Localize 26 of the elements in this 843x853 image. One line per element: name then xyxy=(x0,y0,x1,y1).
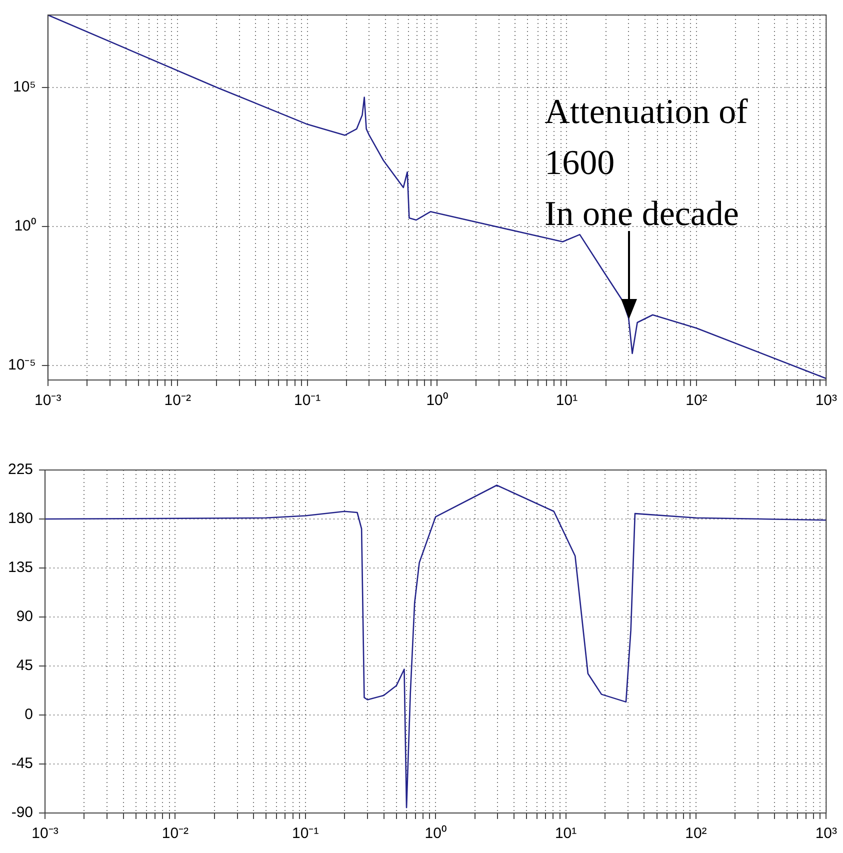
y-tick-label: 180 xyxy=(8,510,34,528)
x-tick-label: 10³ xyxy=(815,392,838,410)
x-tick-label: 10³ xyxy=(815,825,838,842)
x-tick-label: 10⁻² xyxy=(164,392,191,410)
x-tick-label: 10⁻³ xyxy=(32,825,58,842)
y-tick-label: 10⁻⁵ xyxy=(8,356,36,374)
y-tick-label: 0 xyxy=(24,706,34,724)
y-tick-label: 45 xyxy=(16,657,34,674)
x-tick-label: 10⁻² xyxy=(162,825,189,842)
y-tick-label: -45 xyxy=(11,755,34,772)
annotation: Attenuation of 1600 In one decade xyxy=(544,92,748,234)
x-tick-label: 10¹ xyxy=(554,825,577,842)
x-tick-label: 10⁰ xyxy=(424,825,446,842)
x-tick-label: 10⁻¹ xyxy=(292,825,319,842)
y-tick-label: 225 xyxy=(8,461,34,478)
x-tick-label: 10⁻³ xyxy=(34,392,62,410)
x-tick-label: 10² xyxy=(685,825,707,842)
x-tick-label: 10⁻¹ xyxy=(294,392,321,410)
y-tick-label: -90 xyxy=(11,804,34,822)
x-tick-label: 10¹ xyxy=(556,392,578,410)
y-tick-label: 135 xyxy=(8,559,34,576)
x-tick-label: 10⁰ xyxy=(426,392,448,410)
y-tick-label: 90 xyxy=(16,608,34,626)
y-tick-label: 10⁰ xyxy=(14,218,36,235)
x-tick-label: 10² xyxy=(686,392,708,410)
y-tick-label: 10⁵ xyxy=(12,78,36,96)
